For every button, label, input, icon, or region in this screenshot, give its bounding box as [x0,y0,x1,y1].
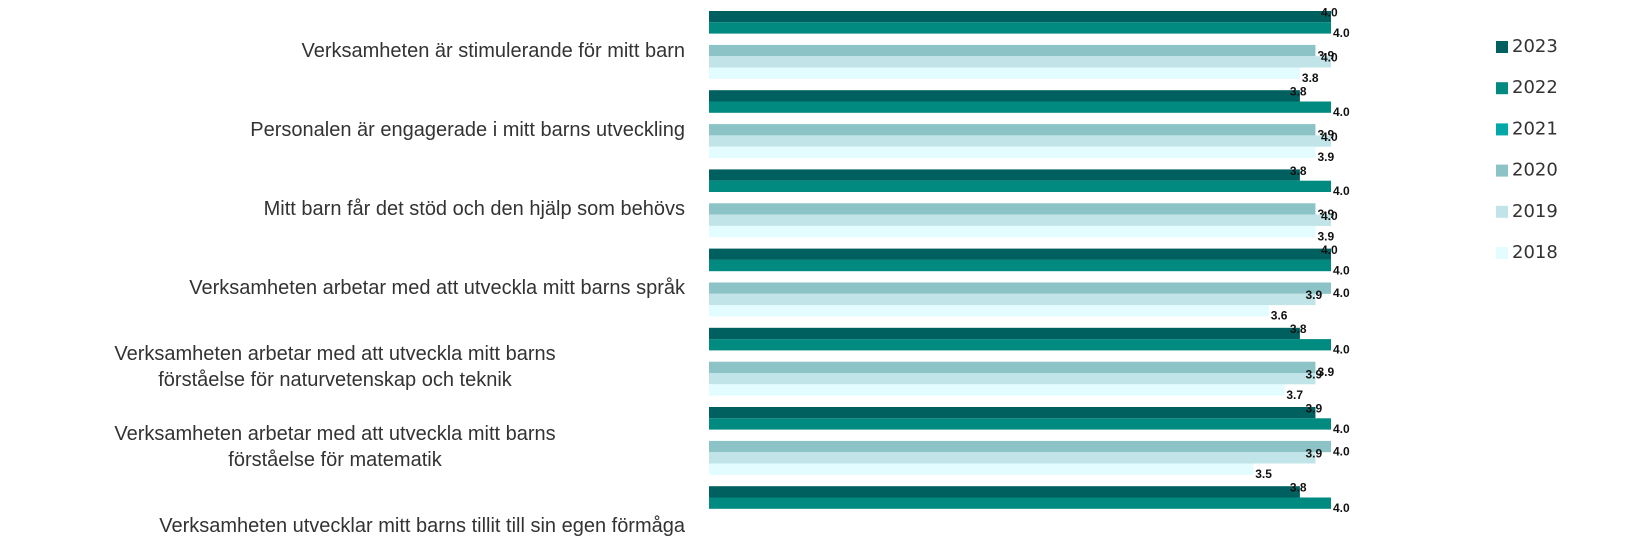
bar [709,67,1300,79]
legend-label: 2018 [1512,242,1558,263]
bar [709,486,1300,498]
value-label: 3.9 [1317,229,1334,243]
bar [709,305,1269,317]
value-label: 4.0 [1333,184,1350,198]
bar [709,180,1331,192]
legend-swatch [1496,41,1508,53]
category-label: Verksamheten arbetar med att utveckla mi… [189,277,685,300]
category-label: Verksamheten arbetar med att utveckla mi… [114,343,556,392]
value-label: 4.0 [1333,422,1350,436]
bar [709,327,1300,340]
category-label: Verksamheten arbetar med att utveckla mi… [114,422,556,471]
value-label: 3.6 [1271,309,1288,323]
legend-swatch [1496,205,1508,218]
legend-swatch [1496,247,1508,259]
bar [709,225,1316,238]
bar [709,22,1331,34]
bar [709,169,1300,181]
category-label: Verksamheten utvecklar mitt barns tillit… [159,514,685,537]
value-label: 3.9 [1317,365,1334,379]
bar [709,339,1331,351]
bar [709,248,1331,260]
bar [709,135,1331,147]
bar [709,11,1331,23]
value-label: 3.8 [1290,164,1307,178]
bar [709,259,1331,272]
category-label: Mitt barn får det stöd och den hjälp som… [263,197,685,220]
value-label: 4.0 [1321,209,1338,223]
value-label: 3.8 [1290,322,1307,336]
value-label: 3.9 [1305,367,1322,381]
value-label: 3.5 [1255,467,1272,481]
legend-label: 2019 [1512,201,1558,222]
value-label: 4.0 [1333,263,1350,277]
bar [709,418,1331,430]
bar [709,384,1285,396]
legend-label: 2023 [1512,36,1558,57]
legend-swatch [1496,164,1508,177]
bar [709,146,1316,158]
legend-label: 2020 [1512,160,1558,181]
value-label: 4.0 [1321,243,1338,257]
bar [709,124,1316,136]
value-label: 4.0 [1333,444,1350,458]
legend-label: 2021 [1512,118,1558,139]
value-label: 4.0 [1321,130,1338,144]
category-label: Personalen är engagerade i mitt barns ut… [250,118,685,141]
value-label: 3.8 [1302,71,1319,85]
bar [709,56,1331,68]
bar [709,293,1316,306]
bar [709,203,1316,215]
bar [709,452,1316,464]
value-label: 3.9 [1305,447,1322,461]
value-label: 4.0 [1333,286,1350,300]
value-label: 4.0 [1321,51,1338,65]
value-label: 3.9 [1317,150,1334,164]
bar [709,282,1331,294]
bar [709,90,1300,102]
legend-swatch [1496,123,1508,136]
bar [709,44,1316,57]
value-label: 4.0 [1333,343,1350,357]
value-label: 4.0 [1321,5,1338,19]
bar [709,463,1254,475]
legend-swatch [1496,82,1508,95]
value-label: 3.7 [1286,388,1303,402]
value-label: 3.8 [1290,481,1307,495]
bar [709,214,1331,226]
value-label: 3.9 [1305,401,1322,415]
value-label: 3.9 [1305,288,1322,302]
value-label: 3.8 [1290,85,1307,99]
bar [709,373,1316,385]
category-label: Verksamheten är stimulerande för mitt ba… [301,39,685,62]
bar [709,101,1331,113]
bar [709,407,1316,419]
bar [709,440,1331,453]
bar [709,361,1316,373]
legend-label: 2022 [1512,77,1558,98]
value-label: 4.0 [1333,26,1350,40]
value-label: 4.0 [1333,105,1350,119]
value-label: 4.0 [1333,501,1350,515]
bar [709,497,1331,509]
